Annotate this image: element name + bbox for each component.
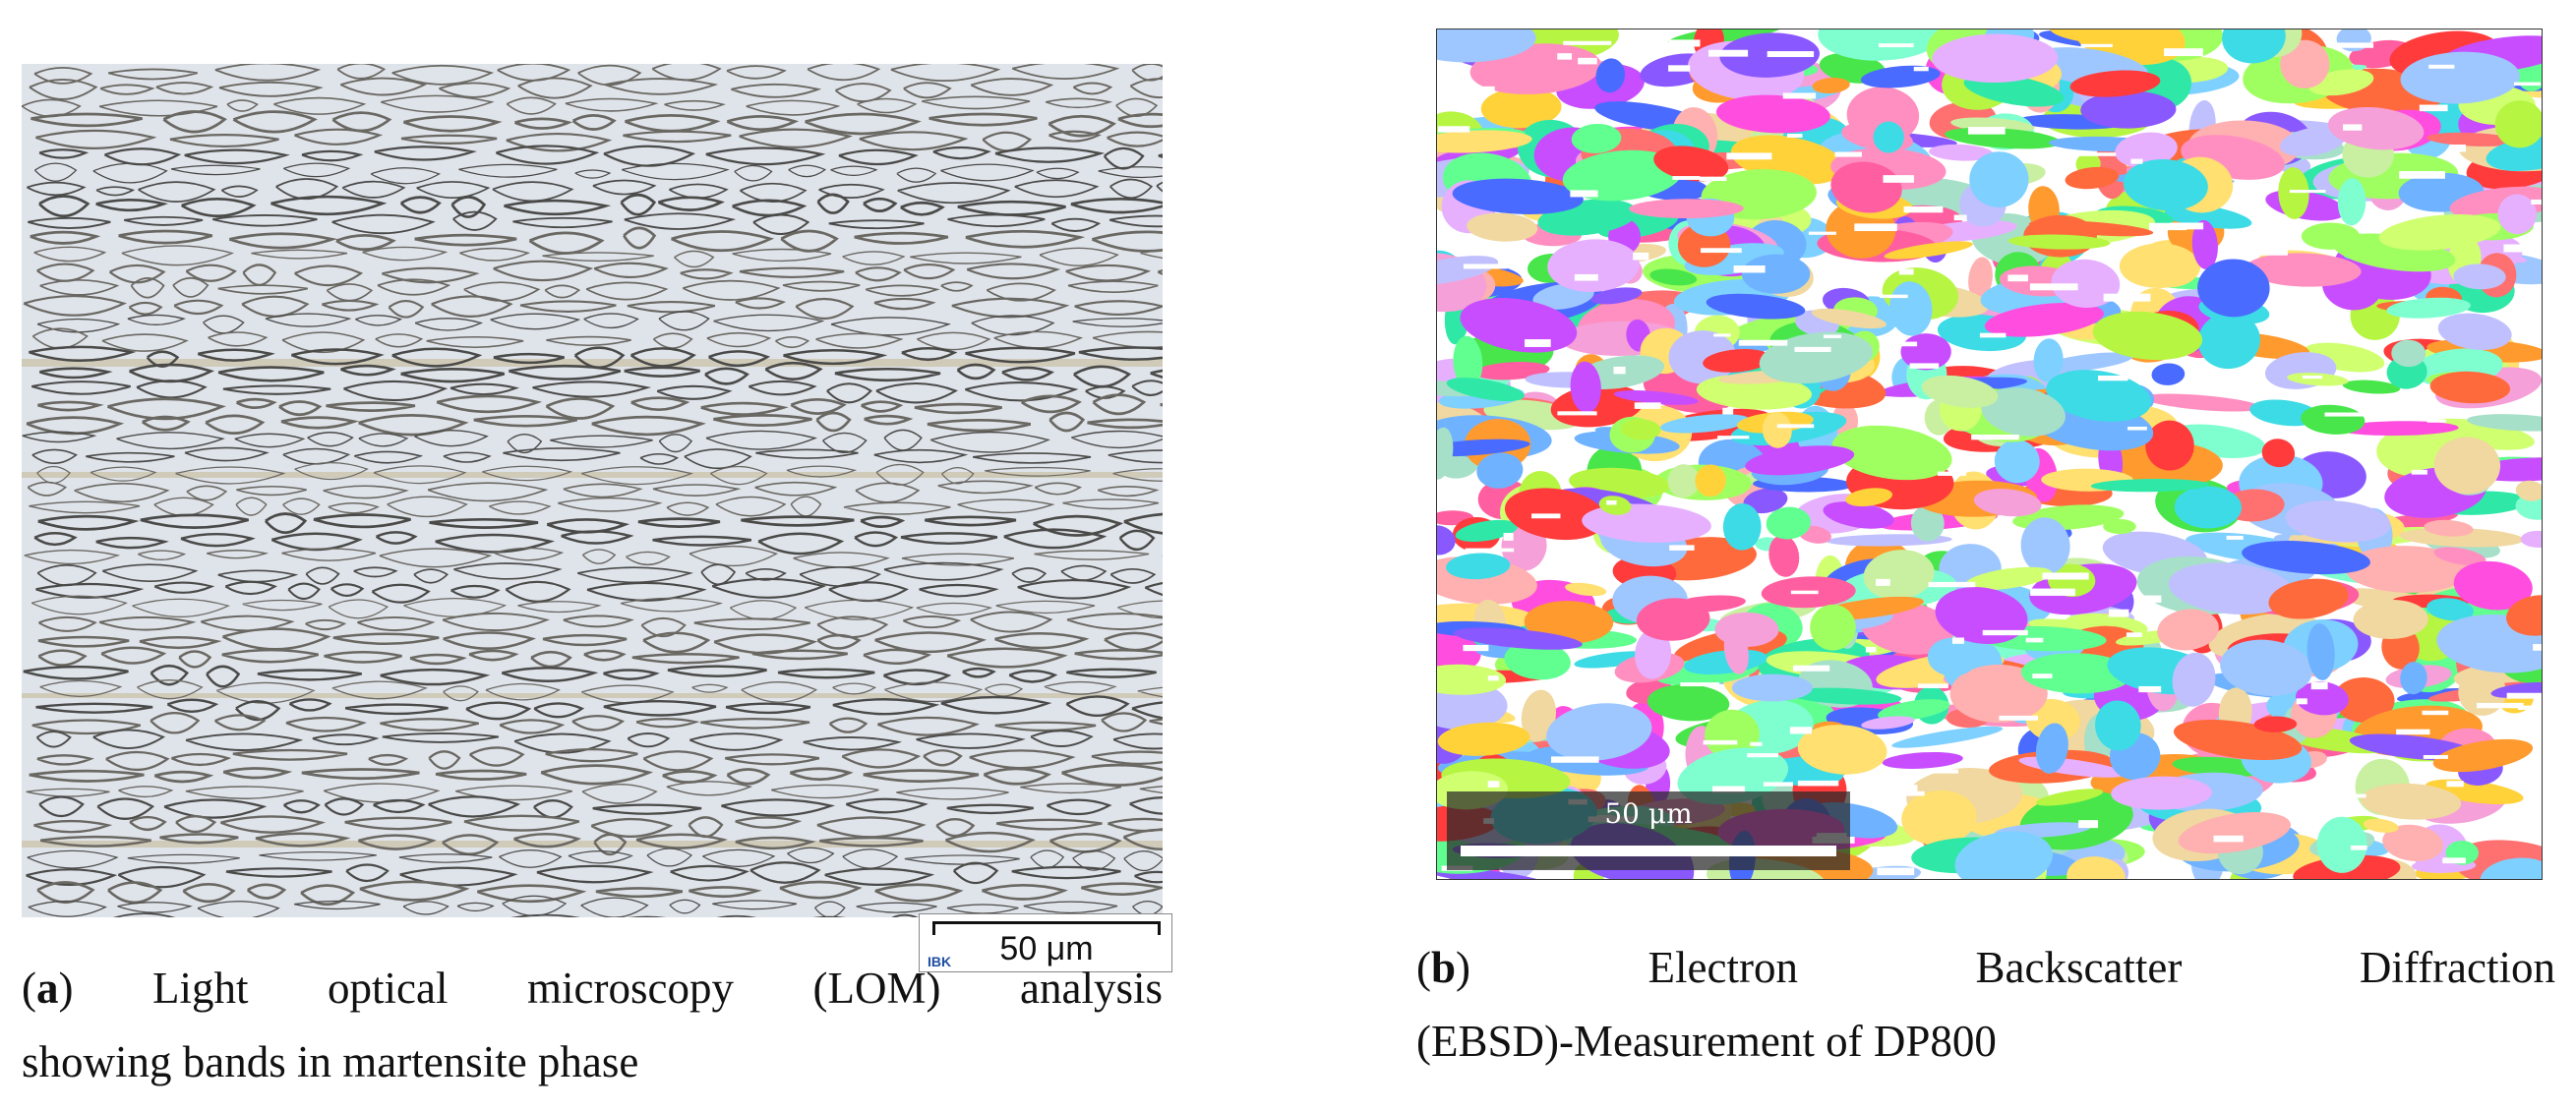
ebsd-scalebar-label: 50 μm [1604,797,1693,830]
caption-a: (a) Light optical microscopy (LOM) analy… [22,952,1163,1099]
ebsd-map-image [1437,29,2542,879]
lom-scalebar-bar [932,921,1161,935]
lom-micrograph-image [22,64,1163,917]
lom-micrograph: 50 μm IBK [22,64,1172,972]
ebsd-scalebar-bar [1461,846,1836,856]
caption-a-line2: showing bands in martensite phase [22,1037,639,1086]
caption-b-letter: b [1431,943,1457,992]
ebsd-scalebar: 50 μm [1447,791,1850,870]
lom-scalebar: 50 μm IBK [919,913,1172,972]
ebsd-map: 50 μm [1436,29,2543,880]
ibk-logo: IBK [928,954,952,969]
caption-b-text1: Electron Backscatter Diffraction [1647,943,2555,992]
caption-b: (b) Electron Backscatter Diffraction (EB… [1416,931,2555,1079]
caption-a-text1: Light optical microscopy (LOM) analysis [152,964,1163,1013]
lom-scalebar-label: 50 μm [999,930,1094,967]
caption-a-letter: a [36,964,59,1013]
caption-b-line2: (EBSD)-Measurement of DP800 [1416,1017,1997,1066]
caption-a-line1: (a) Light optical microscopy (LOM) analy… [22,964,1163,1013]
caption-b-line1: (b) Electron Backscatter Diffraction [1416,943,2555,992]
